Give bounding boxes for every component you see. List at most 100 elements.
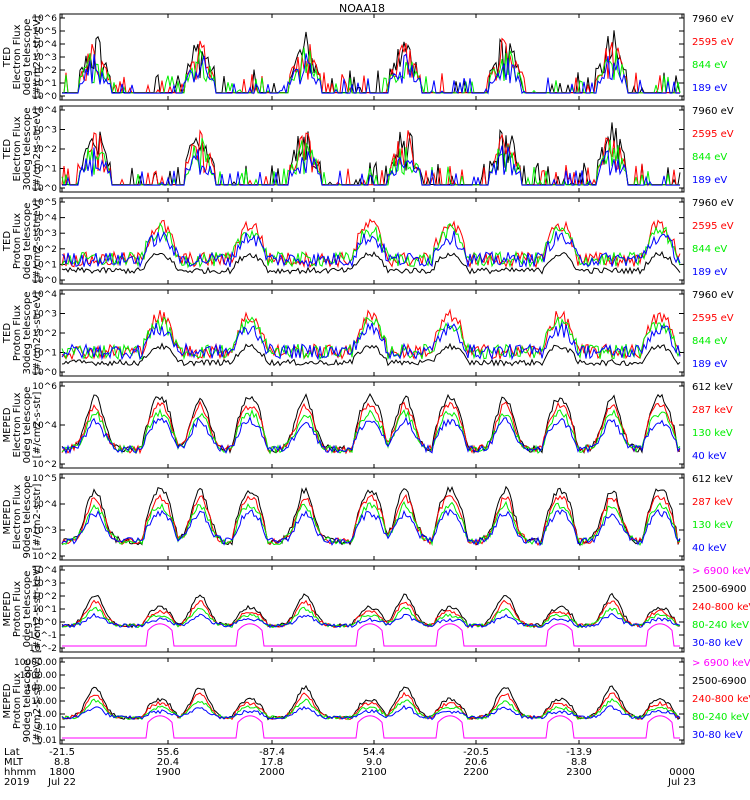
panel-3: TEDProton Flux0deg telescope[#/cm2-s-str… [2, 197, 734, 286]
y-tick-label: 10^4 [32, 500, 57, 510]
y-tick-label: 10^3 [32, 53, 57, 63]
legend-entry: 2595 eV [692, 129, 734, 140]
footer-hhmm: 1900 [155, 767, 180, 778]
y-axis-label-line: [#/cm2-s-str-eV] [32, 292, 43, 375]
y-tick-label: 10^1 [32, 605, 57, 615]
chart-title: NOAA18 [339, 2, 385, 15]
footer-hhmm: 0000 [669, 767, 694, 778]
y-tick-label: 10^6 [32, 382, 57, 392]
y-axis-label-line: 0deg telescope [22, 203, 33, 280]
y-axis-label: TEDProton Flux0deg telescope[#/cm2-s-str… [2, 200, 43, 283]
footer-lat: -87.4 [259, 747, 285, 758]
series-trace [61, 415, 681, 455]
y-axis-label-line: 90deg telescope [22, 475, 33, 558]
series-trace [62, 30, 681, 93]
y-tick-label: 10^-1 [29, 631, 57, 641]
legend-entry: 130 keV [692, 428, 733, 439]
y-axis-label-line: Electron Flux [12, 392, 23, 457]
y-tick-label: 10^3 [32, 229, 57, 239]
y-axis-label-line: 30deg telescope [22, 291, 33, 374]
legend-entry: > 6900 keV [692, 658, 750, 669]
legend-entry: 40 keV [692, 543, 726, 554]
y-axis-label-line: Proton Flux [12, 581, 23, 637]
y-tick-label: 10^5 [32, 27, 57, 37]
y-axis-label-line: TED [2, 323, 13, 344]
y-axis-label-line: MEPED [2, 683, 13, 718]
legend-entry: 30-80 keV [692, 730, 743, 741]
y-tick-label: 10^4 [32, 106, 57, 116]
series-trace [61, 500, 681, 547]
footer-row-label: 2019 [4, 777, 29, 788]
series-trace [61, 697, 681, 721]
footer-mlt: 8.8 [571, 757, 587, 768]
y-tick-label: 10^2 [32, 145, 57, 155]
footer-hhmm: 1800 [49, 767, 74, 778]
footer-lat: 55.6 [157, 747, 179, 758]
y-axis-label-line: 0deg telescope [22, 19, 33, 96]
y-tick-label: 10^2 [32, 329, 57, 339]
legend-entry: 2595 eV [692, 37, 734, 48]
footer-date: Jul 22 [47, 777, 76, 788]
series-trace [61, 230, 681, 269]
legend-entry: 844 eV [692, 152, 727, 163]
y-tick-label: 10^2 [32, 460, 57, 470]
y-axis-label-line: TED [2, 47, 13, 68]
y-tick-label: 10.00 [31, 697, 57, 707]
y-tick-label: 10^1 [32, 260, 57, 270]
y-axis-label-line: [#/cm2-s-str-eV] [32, 108, 43, 191]
legend-entry: 2595 eV [692, 313, 734, 324]
y-axis-label-line: Proton Flux [12, 213, 23, 269]
series-trace [61, 592, 681, 629]
series-trace [61, 342, 681, 367]
series-trace [61, 393, 681, 455]
y-axis-label-line: Proton Flux [12, 305, 23, 361]
y-tick-label: 100.00 [26, 684, 58, 694]
y-axis-label-line: Proton Flux [12, 673, 23, 729]
legend-entry: 287 keV [692, 497, 733, 508]
y-tick-label: 10^5 [32, 198, 57, 208]
y-axis-label-line: Electron Flux [12, 24, 23, 89]
y-axis-label-line: 30deg telescope [22, 107, 33, 190]
series-trace [61, 508, 681, 547]
series-trace [62, 53, 680, 95]
legend-entry: 7960 eV [692, 198, 734, 209]
y-axis-label-line: MEPED [2, 407, 13, 442]
y-tick-label: 10^3 [32, 579, 57, 589]
y-axis-label: MEPEDProton Flux0deg telescope[#/cm2-s-s… [2, 565, 43, 653]
y-tick-label: 10^2 [32, 552, 57, 562]
y-tick-label: 10^0 [32, 184, 57, 194]
panel-2: TEDElectron Flux30deg telescope[#/cm2-s-… [2, 105, 734, 194]
footer-row-label: Lat [4, 747, 20, 758]
y-tick-label: 10^4 [32, 290, 57, 300]
y-axis-label-line: 0deg telescope [22, 387, 33, 464]
footer-mlt: 17.8 [261, 757, 283, 768]
legend-entry: 30-80 keV [692, 638, 743, 649]
y-axis-label: TEDElectron Flux30deg telescope[#/cm2-s-… [2, 107, 43, 190]
series-trace [62, 623, 680, 647]
y-tick-label: 1.00 [37, 710, 57, 720]
y-axis-label-line: [#/cm2-s-str-keV] [32, 657, 43, 745]
y-axis-label-line: [#/cm2-s-str-keV] [32, 565, 43, 653]
series-trace [61, 321, 681, 361]
legend-entry: 40 keV [692, 451, 726, 462]
panel-4: TEDProton Flux30deg telescope[#/cm2-s-st… [2, 289, 734, 378]
legend-entry: 2500-6900 [692, 676, 747, 687]
y-axis-label-line: Electron Flux [12, 484, 23, 549]
y-tick-label: 10^2 [32, 66, 57, 76]
y-axis-label-line: [#/cm2-s-str-eV] [32, 16, 43, 99]
footer-mlt: 9.0 [366, 757, 382, 768]
footer-mlt: 20.6 [465, 757, 487, 768]
y-axis-label-line: [#/cm2-s-str] [32, 391, 43, 458]
legend-entry: 7960 eV [692, 14, 734, 25]
footer-mlt: 20.4 [157, 757, 179, 768]
series-trace [62, 715, 680, 739]
footer-lat: -13.9 [566, 747, 592, 758]
legend-entry: 80-240 keV [692, 712, 749, 723]
panel-6: MEPEDElectron Flux90deg telescope[#/cm2-… [2, 473, 733, 562]
y-tick-label: 10^4 [32, 214, 57, 224]
series-trace [61, 408, 681, 455]
footer-lat: 54.4 [363, 747, 385, 758]
y-tick-label: 10000.00 [14, 658, 57, 668]
legend-entry: 844 eV [692, 336, 727, 347]
